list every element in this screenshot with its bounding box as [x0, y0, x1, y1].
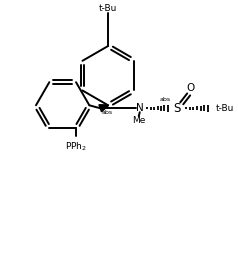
- Text: Me: Me: [132, 116, 145, 125]
- Text: N: N: [136, 103, 144, 113]
- Text: S: S: [174, 102, 181, 115]
- Text: abs: abs: [160, 97, 171, 102]
- Text: t-Bu: t-Bu: [215, 104, 234, 113]
- Text: O: O: [186, 82, 194, 93]
- Text: abs: abs: [101, 110, 112, 115]
- Text: PPh$_2$: PPh$_2$: [65, 140, 87, 153]
- Text: t-Bu: t-Bu: [99, 4, 117, 13]
- Polygon shape: [99, 105, 108, 112]
